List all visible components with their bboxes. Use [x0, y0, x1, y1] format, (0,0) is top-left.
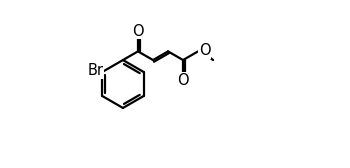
Text: O: O — [199, 43, 211, 58]
Text: Br: Br — [88, 63, 104, 78]
Text: O: O — [132, 24, 144, 39]
Text: O: O — [177, 73, 189, 88]
